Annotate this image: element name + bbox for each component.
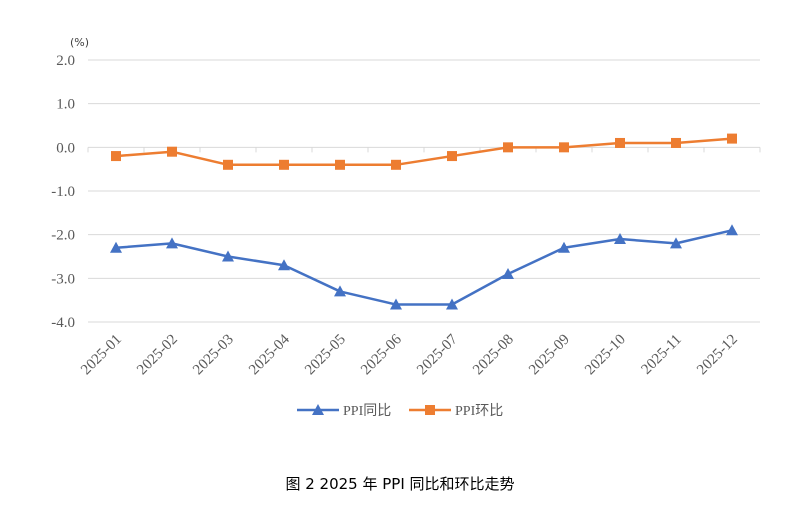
x-tick-label: 2025-05	[302, 332, 349, 379]
data-point	[334, 285, 346, 297]
data-point	[446, 298, 458, 310]
data-point	[391, 159, 401, 170]
y-tick-label: 2.0	[56, 53, 75, 69]
data-point	[502, 267, 514, 279]
data-point	[335, 159, 345, 170]
y-tick-label: -2.0	[51, 228, 75, 244]
x-tick-label: 2025-07	[414, 331, 461, 378]
data-point	[614, 233, 626, 245]
x-tick-label: 2025-06	[358, 331, 405, 378]
data-point	[110, 241, 122, 253]
figure-caption: 图 2 2025 年 PPI 同比和环比走势	[285, 475, 515, 493]
data-point	[559, 142, 569, 153]
data-point	[503, 142, 513, 153]
ppi-line-chart: (%) 2.01.00.0-1.0-2.0-3.0-4.0 2025-01 202…	[51, 36, 761, 419]
series-line	[115, 137, 733, 167]
data-point	[558, 241, 570, 253]
y-tick-label: -3.0	[51, 271, 75, 287]
data-point	[670, 237, 682, 249]
x-tick-label: 2025-02	[134, 332, 181, 379]
legend-item: PPI同比	[297, 403, 391, 419]
data-point	[223, 159, 233, 170]
data-point	[167, 146, 177, 157]
y-tick-label: -1.0	[51, 184, 75, 200]
data-point	[279, 159, 289, 170]
series-ppi-yoy	[110, 224, 738, 310]
y-tick-label: 0.0	[56, 140, 75, 156]
triangle-marker-icon	[312, 404, 324, 415]
data-point	[222, 250, 234, 262]
x-tick-label: 2025-12	[694, 332, 741, 379]
data-point	[390, 298, 402, 310]
data-point	[166, 237, 178, 249]
legend-label: PPI同比	[343, 403, 391, 419]
y-tick-label: 1.0	[56, 97, 75, 113]
data-point	[615, 137, 625, 148]
data-point	[111, 151, 121, 162]
data-point	[671, 137, 681, 148]
series-ppi-mom	[111, 133, 737, 170]
x-tick-label: 2025-10	[582, 332, 629, 379]
data-point	[726, 224, 738, 236]
legend-label: PPI环比	[455, 403, 503, 419]
y-unit-label: (%)	[70, 36, 89, 49]
x-tick-label: 2025-03	[190, 332, 237, 379]
x-tick-label: 2025-11	[639, 332, 685, 378]
x-tick-label: 2025-04	[246, 331, 293, 378]
data-point	[727, 133, 737, 144]
data-point	[447, 151, 457, 162]
square-marker-icon	[425, 405, 435, 415]
series-line	[115, 229, 733, 306]
legend-item: PPI环比	[409, 403, 503, 419]
data-point	[278, 259, 290, 271]
y-tick-label: -4.0	[51, 315, 75, 331]
x-tick-label: 2025-08	[470, 332, 517, 379]
x-tick-label: 2025-09	[526, 332, 573, 379]
x-tick-label: 2025-01	[78, 332, 125, 379]
